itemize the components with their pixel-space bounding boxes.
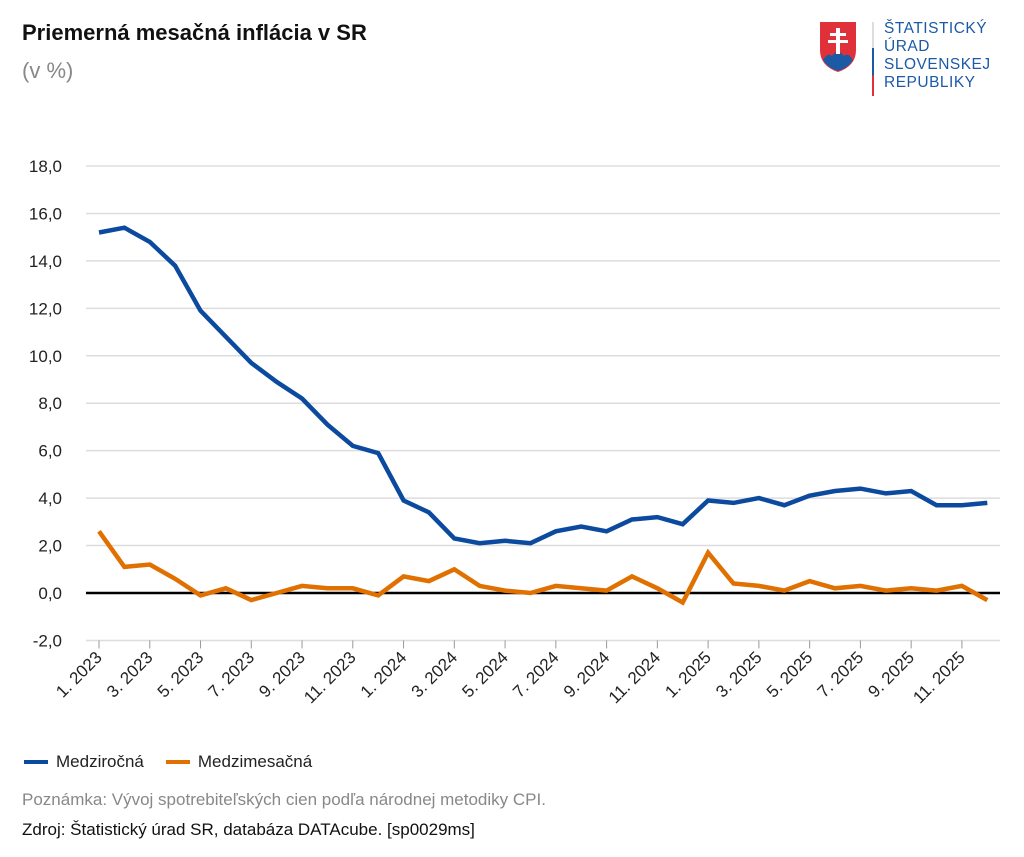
legend-swatch [24,760,48,764]
chart-title: Priemerná mesačná inflácia v SR [22,20,367,45]
x-tick-label: 5. 2023 [154,648,208,702]
y-tick-label: 8,0 [38,394,62,413]
x-tick-label: 11. 2025 [909,648,968,707]
x-tick-label: 11. 2024 [605,648,664,707]
y-tick-label: 12,0 [29,299,62,318]
legend-label: Medziročná [56,752,144,771]
x-tick-label: 5. 2024 [458,648,512,702]
x-tick-label: 3. 2023 [103,648,157,702]
logo-text: ŠTATISTICKÝ ÚRAD SLOVENSKEJ REPUBLIKY [884,20,991,92]
coat-of-arms-icon [820,22,856,72]
susr-logo: ŠTATISTICKÝ ÚRAD SLOVENSKEJ REPUBLIKY [818,20,1008,100]
logo-line: SLOVENSKEJ [884,56,991,73]
chart-subtitle: (v %) [22,58,74,83]
logo-line: ŠTATISTICKÝ [884,20,988,37]
line-chart: -2,0 0,0 2,0 4,0 6,0 8,0 10,0 12,0 14,0 16,0 18,0 1… [29,157,1000,707]
x-tick-label: 7. 2023 [205,648,259,702]
x-tick-label: 7. 2025 [814,648,868,702]
legend: Medziročná Medzimesačná [24,752,312,772]
y-tick-label: 16,0 [29,204,62,223]
y-tick-label: 18,0 [29,157,62,176]
y-tick-label: -2,0 [33,631,62,650]
x-tick-label: 11. 2023 [300,648,359,707]
y-tick-label: 6,0 [38,442,62,461]
y-tick-label: 10,0 [29,347,62,366]
y-tick-label: 2,0 [38,537,62,556]
x-tick-label: 1. 2025 [661,648,715,702]
chart-note: Poznámka: Vývoj spotrebiteľských cien po… [22,790,546,809]
legend-label: Medzimesačná [197,752,313,771]
x-tick-label: 3. 2024 [408,648,462,702]
series-line-medzimesacna [97,529,989,606]
x-tick-label: 1. 2023 [52,648,106,702]
logo-line: REPUBLIKY [884,74,976,91]
y-tick-label: 14,0 [29,252,62,271]
y-tick-label: 4,0 [38,489,62,508]
x-tick-label: 3. 2025 [712,648,766,702]
logo-line: ÚRAD [884,38,930,55]
logo-divider [872,22,874,96]
chart-source: Zdroj: Štatistický úrad SR, databáza DAT… [22,820,475,839]
y-tick-label: 0,0 [38,584,62,603]
x-tick-label: 1. 2024 [357,648,411,702]
legend-item-medzirocna[interactable]: Medziročná [24,752,144,772]
x-tick-label: 7. 2024 [509,648,563,702]
legend-item-medzimesacna[interactable]: Medzimesačná [165,752,313,772]
legend-swatch [165,760,190,764]
series-line-medzirocna [98,225,988,546]
x-tick-label: 5. 2025 [763,648,817,702]
